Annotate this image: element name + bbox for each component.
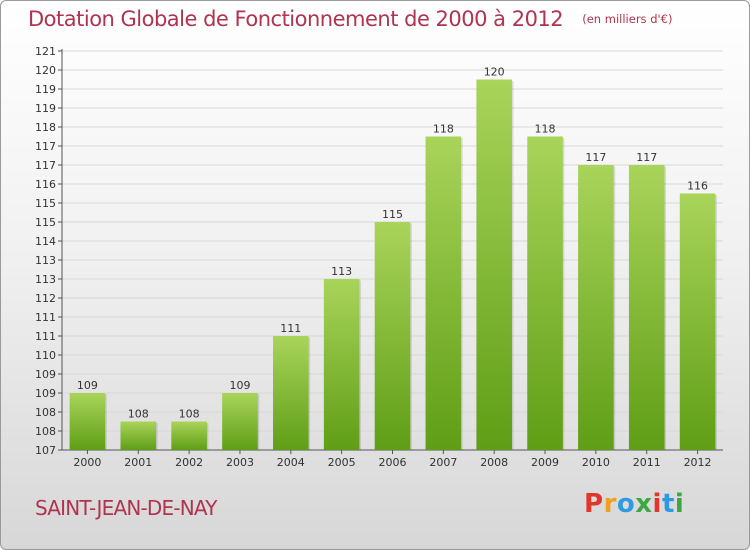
y-tick-label: 115	[35, 216, 56, 229]
y-tick-label: 109	[35, 368, 56, 381]
x-tick-label: 2012	[684, 456, 712, 469]
chart-subtitle: (en milliers d'€)	[582, 12, 673, 26]
x-tick-label: 2002	[175, 456, 203, 469]
y-tick-label: 114	[35, 235, 56, 248]
value-label: 117	[585, 151, 606, 164]
y-tick-label: 119	[35, 102, 56, 115]
y-tick-label: 120	[35, 64, 56, 77]
bars	[69, 79, 717, 450]
x-tick-label: 2005	[328, 456, 356, 469]
proxiti-logo[interactable]: Proxiti	[584, 489, 684, 519]
value-labels: 109 108 108 109 111 113 115 118 120 118 117 117 116	[77, 66, 708, 421]
y-tick-label: 113	[35, 254, 56, 267]
logo-letter: i	[652, 489, 662, 519]
bar	[476, 79, 512, 450]
value-label: 108	[179, 408, 200, 421]
value-label: 108	[128, 408, 149, 421]
value-label: 115	[382, 208, 403, 221]
logo-letter: P	[584, 489, 604, 519]
x-tick-label: 2007	[429, 456, 457, 469]
x-tick-label: 2003	[226, 456, 254, 469]
value-label: 116	[687, 180, 708, 193]
x-tick-label: 2008	[480, 456, 508, 469]
bar	[374, 222, 411, 450]
y-tick-label: 117	[35, 159, 56, 172]
value-label: 117	[636, 151, 657, 164]
bar	[425, 136, 462, 450]
value-label: 118	[535, 123, 556, 136]
y-tick-label: 107	[35, 444, 56, 457]
y-tick-labels: 107 108 108 109 109 110 111 111 112 113 113 114 115 1…	[35, 45, 56, 457]
bar	[527, 136, 563, 450]
y-tick-label: 108	[35, 406, 56, 419]
value-label: 118	[433, 123, 454, 136]
value-label: 111	[280, 322, 301, 335]
y-tick-label: 108	[35, 425, 56, 438]
value-label: 113	[331, 265, 352, 278]
bar	[323, 279, 360, 450]
bar	[578, 165, 614, 450]
bar	[628, 165, 665, 450]
x-tick-label: 2011	[633, 456, 661, 469]
y-tick-label: 117	[35, 140, 56, 153]
x-tick-label: 2004	[277, 456, 305, 469]
x-tick-label: 2006	[379, 456, 407, 469]
value-label: 109	[229, 379, 250, 392]
bar	[222, 393, 258, 450]
y-tick-label: 111	[35, 330, 56, 343]
value-label: 120	[484, 66, 505, 79]
logo-letter: o	[616, 489, 636, 519]
title-row: Dotation Globale de Fonctionnement de 20…	[28, 7, 672, 31]
y-tick-label: 111	[35, 311, 56, 324]
y-tick-label: 109	[35, 387, 56, 400]
commune-name: SAINT-JEAN-DE-NAY	[35, 496, 217, 520]
chart-title: Dotation Globale de Fonctionnement de 20…	[28, 7, 564, 31]
x-tick-label: 2010	[582, 456, 610, 469]
logo-letter: x	[635, 489, 653, 519]
y-tick-label: 121	[35, 45, 56, 58]
x-tick-label: 2001	[124, 456, 152, 469]
y-tick-label: 119	[35, 83, 56, 96]
x-tick-label: 2009	[531, 456, 559, 469]
bar	[120, 421, 157, 450]
bar	[69, 393, 106, 450]
x-tick-labels: 2000 2001 2002 2003 2004 2005 2006 2007 2008 2009…	[73, 456, 711, 469]
y-tick-label: 116	[35, 178, 56, 191]
x-tick-label: 2000	[73, 456, 101, 469]
value-label: 109	[77, 379, 98, 392]
y-tick-label: 118	[35, 121, 56, 134]
y-tick-label: 115	[35, 197, 56, 210]
bar	[679, 193, 716, 450]
bar	[273, 336, 309, 450]
logo-letter: r	[603, 489, 617, 519]
y-tick-label: 113	[35, 273, 56, 286]
bar	[171, 421, 207, 450]
y-tick-label: 110	[35, 349, 56, 362]
logo-letter: i	[674, 489, 685, 519]
logo-letter: t	[661, 489, 675, 519]
y-tick-label: 112	[35, 292, 56, 305]
